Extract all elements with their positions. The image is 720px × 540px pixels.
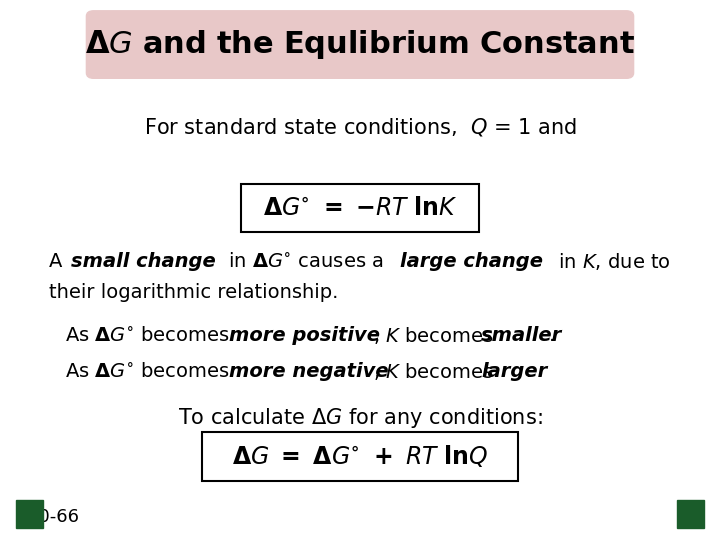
Text: A: A <box>49 252 68 272</box>
FancyBboxPatch shape <box>241 184 479 232</box>
Text: To calculate $\Delta G$ for any conditions:: To calculate $\Delta G$ for any conditio… <box>178 407 542 430</box>
Text: , $\mathit{K}$ becomes: , $\mathit{K}$ becomes <box>373 326 495 346</box>
Text: more positive: more positive <box>229 326 380 346</box>
Text: 20-66: 20-66 <box>28 508 80 526</box>
Text: $\mathbf{\Delta}$$\mathit{G}$$\mathbf{\ =\ \Delta}$$\mathit{G}$$\mathbf{^{\circ}: $\mathbf{\Delta}$$\mathit{G}$$\mathbf{\ … <box>232 443 488 469</box>
Text: in $\mathit{K}$, due to: in $\mathit{K}$, due to <box>552 252 670 272</box>
Text: .: . <box>526 362 532 381</box>
Text: .: . <box>549 326 555 346</box>
Text: $\mathbf{\Delta}$$\mathit{G}$$\mathbf{^{\circ}\ =\ {-}}$$\mathit{RT}$$\mathbf{\ : $\mathbf{\Delta}$$\mathit{G}$$\mathbf{^{… <box>263 196 457 220</box>
FancyBboxPatch shape <box>202 432 518 481</box>
Text: As $\mathbf{\Delta}$$\mathit{G}$$\mathbf{^{\circ}}$ becomes: As $\mathbf{\Delta}$$\mathit{G}$$\mathbf… <box>65 326 230 346</box>
Text: , $\mathit{K}$ becomes: , $\mathit{K}$ becomes <box>373 361 495 382</box>
Text: in $\mathbf{\Delta}$$\mathit{G}$$\mathbf{^{\circ}}$ causes a: in $\mathbf{\Delta}$$\mathit{G}$$\mathbf… <box>222 252 385 272</box>
FancyBboxPatch shape <box>677 500 704 528</box>
FancyBboxPatch shape <box>16 500 43 528</box>
FancyBboxPatch shape <box>86 11 634 78</box>
Text: more negative: more negative <box>229 362 389 381</box>
Text: smaller: smaller <box>481 326 562 346</box>
Text: small change: small change <box>71 252 215 272</box>
Text: $\mathbf{\Delta}$$\mathit{G}$$\mathbf{\ and\ the\ Equlibrium\ Constant}$: $\mathbf{\Delta}$$\mathit{G}$$\mathbf{\ … <box>85 28 635 62</box>
Text: their logarithmic relationship.: their logarithmic relationship. <box>49 283 338 302</box>
Text: As $\mathbf{\Delta}$$\mathit{G}$$\mathbf{^{\circ}}$ becomes: As $\mathbf{\Delta}$$\mathit{G}$$\mathbf… <box>65 362 230 381</box>
Text: larger: larger <box>481 362 547 381</box>
Text: For standard state conditions,  $Q$ = 1 and: For standard state conditions, $Q$ = 1 a… <box>143 116 577 138</box>
Text: large change: large change <box>400 252 544 272</box>
